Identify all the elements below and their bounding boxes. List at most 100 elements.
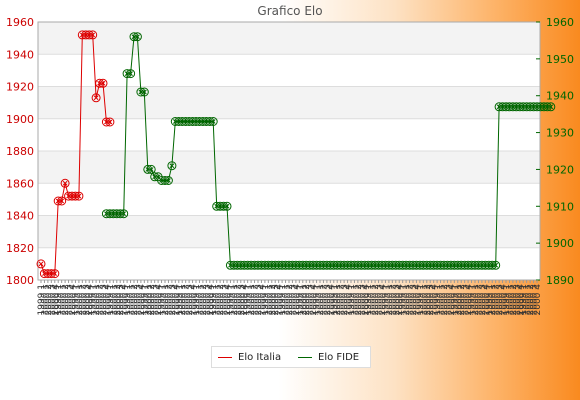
left-tick-label: 1840 [6,210,34,223]
x-tick-label: 2000 1 [40,284,50,316]
x-tick-label: 1999 1 [71,284,81,316]
data-point-cross [69,193,75,199]
x-tick-label: 2000 1 [144,284,154,316]
data-point-cross [348,262,354,268]
data-point-cross [210,119,216,124]
x-tick-label: 2000 2 [526,284,536,316]
data-point [139,87,149,97]
data-point-cross [376,262,381,268]
data-point-cross [190,119,195,124]
x-tick-label: 1999 1 [140,284,150,316]
x-tick-label: 2000 2 [268,284,278,316]
plot-band [38,54,540,87]
right-tick-label: 1950 [546,53,574,66]
legend-swatch-italia [218,357,232,358]
data-point-cross [524,104,530,110]
data-point-cross [407,262,412,268]
x-tick-label: 2000 3 [116,284,126,316]
data-point-cross [152,174,158,180]
x-tick-label: 1999 1 [433,284,443,316]
data-point-cross [93,95,99,101]
x-tick-label: 2000 3 [271,284,281,316]
data-point-cross [231,262,237,268]
x-tick-label: 1999 1 [158,284,168,316]
data-point-cross [276,262,282,268]
x-tick-label: 1999 1 [226,284,236,316]
data-point-cross [42,271,47,276]
x-tick-label: 2000 1 [247,284,257,316]
x-tick-label: 2000 1 [402,284,412,316]
x-tick-label: 2000 1 [316,284,326,316]
data-point-cross [427,262,433,268]
data-point-cross [238,262,244,268]
data-point-cross [531,104,536,110]
legend-label-fide: Elo FIDE [318,352,360,363]
x-tick-label: 2000 1 [109,284,119,316]
x-tick-label: 2000 3 [409,284,419,316]
data-point-cross [86,32,92,38]
x-tick-label: 2000 3 [306,284,316,316]
data-point-cross [472,262,478,268]
x-tick-label: 2000 4 [378,284,388,316]
data-point-cross [445,262,450,268]
data-point [163,176,173,185]
data-point-cross [55,198,61,204]
plot-band [38,118,540,151]
data-point-cross [334,262,340,268]
x-tick-label: 2000 2 [440,284,450,316]
data-point-cross [79,32,85,38]
data-point-cross [100,80,106,86]
x-tick-label: 1999 1 [450,284,460,316]
x-tick-label: 2000 4 [68,284,78,316]
plot-band [38,183,540,216]
x-tick-label: 2000 4 [206,284,216,316]
x-tick-label: 1999 1 [416,284,426,316]
data-point-cross [269,262,275,268]
data-point-cross [493,262,499,268]
x-tick-label: 2000 4 [481,284,491,316]
x-tick-label: 2000 2 [44,284,54,316]
x-tick-label: 2000 4 [223,284,233,316]
x-tick-label: 2000 2 [388,284,398,316]
data-point-cross [324,262,330,268]
data-point-cross [66,193,71,199]
data-point-cross [131,34,137,40]
x-tick-label: 2000 4 [189,284,199,316]
data-point [126,69,136,79]
data-point-cross [420,262,426,268]
x-tick-label: 2000 3 [426,284,436,316]
plot-band [38,215,540,248]
data-point-cross [286,262,292,268]
x-tick-label: 2000 3 [99,284,109,316]
right-axis: 1890 1900 1910 1920 1930 1940 1950 1960 [536,16,574,287]
data-point [88,30,98,40]
data-point-cross [248,262,254,268]
right-tick-label: 1940 [546,90,574,103]
x-tick-label: 2000 2 [216,284,226,316]
x-tick-label: 2000 1 [58,284,68,316]
x-tick-label: 2000 1 [161,284,171,316]
x-tick-label: 2000 4 [292,284,302,316]
x-tick-label: 1999 1 [519,284,529,316]
data-point-cross [107,119,113,125]
data-point-cross [169,163,175,169]
x-tick-label: 2000 2 [233,284,243,316]
data-point-cross [341,262,347,268]
x-tick-label: 1999 1 [244,284,254,316]
data-point-cross [214,203,220,209]
x-tick-label: 2000 4 [499,284,509,316]
data-point-cross [434,262,440,268]
data-point-cross [128,71,133,76]
data-point-cross [104,211,109,217]
x-tick-label: 2000 1 [282,284,292,316]
series-line [106,36,551,266]
x-tick-label: 2000 2 [337,284,347,316]
x-tick-label: 1999 1 [468,284,478,316]
x-tick-label: 2000 2 [61,284,71,316]
x-tick-label: 2000 3 [478,284,488,316]
data-point-cross [303,262,309,268]
x-tick-label: 2000 4 [516,284,526,316]
data-point-cross [221,203,226,209]
data-point-cross [59,198,65,204]
